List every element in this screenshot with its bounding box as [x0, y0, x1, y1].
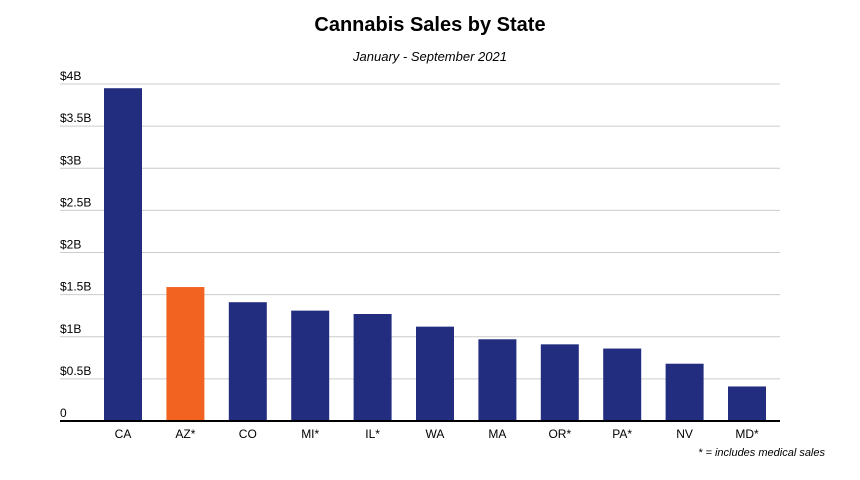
y-tick-label: $4B	[60, 69, 81, 83]
y-tick-label: $1B	[60, 322, 81, 336]
y-tick-label: $0.5B	[60, 364, 91, 378]
bar-ca	[104, 88, 142, 422]
y-tick-label: $2.5B	[60, 195, 91, 209]
y-tick-label: $1.5B	[60, 280, 91, 294]
bar-pa	[603, 348, 642, 421]
x-tick-label: CO	[239, 427, 257, 441]
y-tick-label: $3B	[60, 153, 81, 167]
bar-co	[228, 302, 267, 421]
x-tick-label: WA	[426, 427, 445, 441]
bar-ma	[478, 339, 517, 421]
x-tick-label: MD*	[735, 427, 759, 441]
x-tick-label: MI*	[301, 427, 319, 441]
bar-md	[728, 386, 766, 421]
bar-nv	[665, 363, 704, 421]
x-tick-label: OR*	[548, 427, 571, 441]
bar-wa	[416, 326, 454, 421]
x-axis-ticks: CA AZ* CO MI* IL* WA MA OR* PA* NV MD*	[115, 427, 759, 441]
footnote: * = includes medical sales	[698, 447, 825, 459]
bar-az	[166, 287, 205, 421]
bar-mi	[291, 310, 330, 421]
x-tick-label: MA	[488, 427, 506, 441]
x-tick-label: NV	[676, 427, 693, 441]
chart-title: Cannabis Sales by State	[314, 14, 546, 36]
x-tick-label: PA*	[612, 427, 632, 441]
bars	[104, 88, 766, 422]
x-tick-label: IL*	[365, 427, 380, 441]
bar-il	[353, 314, 392, 421]
y-axis-ticks: 0 $0.5B $1B $1.5B $2B $2.5B $3B $3.5B $4B	[60, 69, 91, 420]
y-tick-label: $3.5B	[60, 111, 91, 125]
bar-or	[540, 344, 579, 421]
x-tick-label: CA	[115, 427, 132, 441]
y-tick-label: $2B	[60, 238, 81, 252]
x-tick-label: AZ*	[175, 427, 195, 441]
chart-subtitle: January - September 2021	[353, 49, 507, 64]
y-tick-label: 0	[60, 406, 67, 420]
